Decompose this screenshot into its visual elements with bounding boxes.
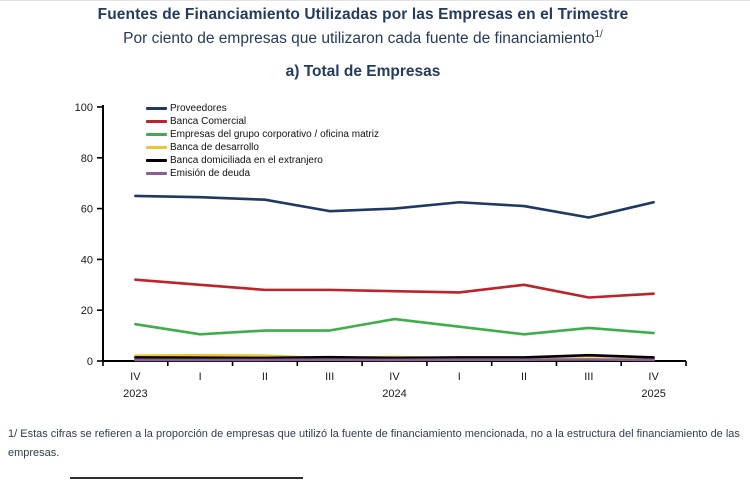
legend-swatch: [146, 146, 167, 149]
x-tick-label: III: [325, 371, 334, 383]
series-line: [134, 317, 655, 336]
legend-label: Banca Comercial: [170, 116, 247, 127]
y-tick-label: 100: [75, 102, 93, 114]
legend-swatch: [146, 107, 167, 110]
x-tick-label: II: [521, 371, 527, 383]
legend-label: Banca de desarrollo: [170, 142, 259, 153]
chart-subtitle-text: Por ciento de empresas que utilizaron ca…: [123, 30, 595, 48]
legend-label: Empresas del grupo corporativo / oficina…: [170, 129, 379, 140]
y-tick-label: 80: [81, 153, 93, 165]
chart-subtitle: Por ciento de empresas que utilizaron ca…: [0, 29, 726, 48]
x-year-label: 2025: [641, 388, 665, 400]
legend-label: Banca domiciliada en el extranjero: [170, 155, 323, 166]
y-tick-label: 20: [81, 305, 93, 317]
x-tick-label: IV: [389, 371, 400, 383]
series-line: [134, 278, 655, 299]
legend-item: Empresas del grupo corporativo / oficina…: [146, 128, 379, 141]
y-tick-label: 0: [87, 356, 93, 368]
x-tick-label: IV: [130, 371, 141, 383]
legend-swatch: [146, 120, 167, 123]
legend-swatch: [146, 133, 167, 136]
x-year-label: 2023: [123, 388, 147, 400]
x-tick-label: II: [262, 371, 268, 383]
legend-swatch: [146, 172, 167, 175]
x-year-label: 2024: [382, 388, 406, 400]
footnote-text: 1/ Estas cifras se refieren a la proporc…: [8, 428, 740, 459]
y-tick-label: 40: [81, 254, 93, 266]
footnote-marker: 1/: [594, 29, 603, 40]
y-tick-label: 60: [81, 204, 93, 216]
legend-item: Banca de desarrollo: [146, 141, 379, 154]
legend-swatch: [146, 159, 167, 162]
panel-title: a) Total de Empresas: [285, 63, 441, 80]
chart-legend: Proveedores Banca Comercial Empresas del g…: [146, 102, 379, 180]
legend-label: Proveedores: [170, 103, 227, 114]
legend-item: Banca Comercial: [146, 115, 379, 128]
x-tick-label: I: [199, 371, 202, 383]
legend-item: Emisión de deuda: [146, 167, 379, 180]
legend-item: Banca domiciliada en el extranjero: [146, 154, 379, 167]
legend-label: Emisión de deuda: [170, 168, 251, 179]
chart-title: Fuentes de Financiamiento Utilizadas por…: [97, 6, 629, 23]
x-tick-label: III: [584, 371, 593, 383]
x-tick-label: I: [458, 371, 461, 383]
series-line: [134, 194, 655, 219]
x-tick-label: IV: [648, 371, 659, 383]
series-line: [134, 353, 655, 360]
series-line: [134, 358, 655, 362]
legend-item: Proveedores: [146, 102, 379, 115]
separator-line: [70, 477, 303, 479]
